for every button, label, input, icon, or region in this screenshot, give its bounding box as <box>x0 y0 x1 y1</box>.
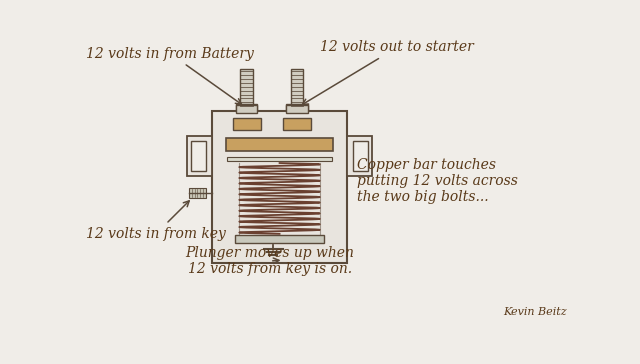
Bar <box>191 142 206 171</box>
Bar <box>236 104 257 111</box>
Bar <box>286 104 308 111</box>
Text: Kevin Beitz: Kevin Beitz <box>503 307 566 317</box>
Text: Copper bar touches
putting 12 volts across
the two big bolts...: Copper bar touches putting 12 volts acro… <box>358 158 518 204</box>
Bar <box>226 138 333 151</box>
Bar <box>286 105 308 113</box>
Text: 12 volts out to starter: 12 volts out to starter <box>302 40 474 104</box>
Text: 12 volts in from Battery: 12 volts in from Battery <box>86 47 254 104</box>
Text: 12 volts in from key: 12 volts in from key <box>86 201 226 241</box>
Text: Plunger moves up when
12 volts from key is on.: Plunger moves up when 12 volts from key … <box>186 246 355 276</box>
Bar <box>227 157 332 161</box>
Bar <box>353 142 368 171</box>
Bar <box>187 136 212 176</box>
Bar <box>236 105 257 113</box>
Bar <box>235 236 324 243</box>
Bar <box>241 69 253 111</box>
Bar <box>291 69 303 111</box>
Bar <box>233 118 260 130</box>
Bar <box>189 189 205 198</box>
Bar <box>283 118 311 130</box>
Bar <box>348 136 372 176</box>
Bar <box>212 111 348 263</box>
